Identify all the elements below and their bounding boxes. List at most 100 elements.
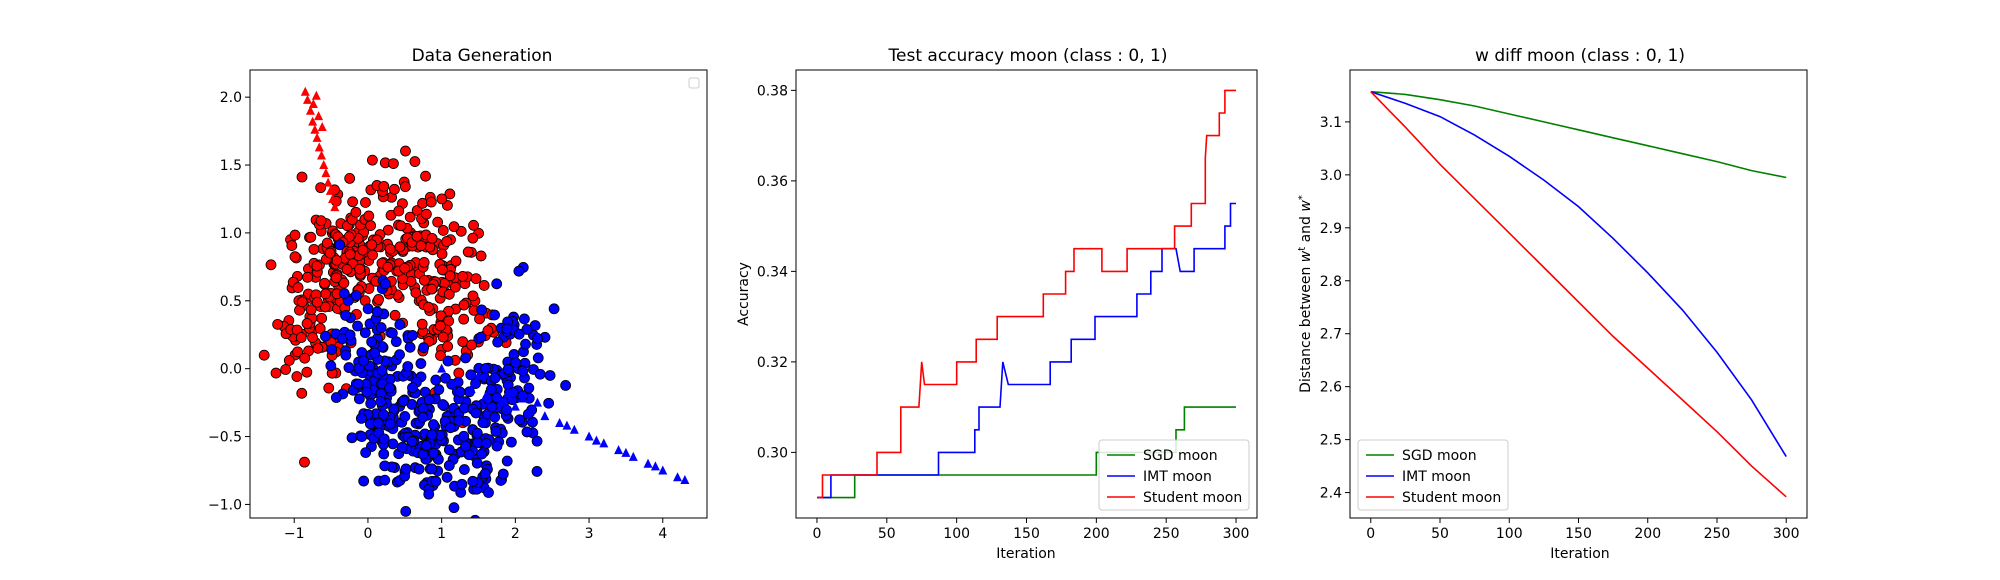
- scatter-point-red: [292, 282, 304, 293]
- scatter-point-blue: [358, 475, 370, 487]
- scatter-point-blue: [476, 304, 488, 316]
- scatter-triangle: [628, 451, 638, 461]
- scatter-point-red: [457, 271, 469, 282]
- scatter-point-red: [395, 220, 407, 232]
- x-tick-label: 50: [878, 526, 896, 542]
- scatter-point-blue: [376, 365, 388, 376]
- scatter-point-blue: [501, 455, 513, 467]
- y-tick-label: 0.32: [757, 355, 788, 371]
- scatter-point-red: [315, 182, 327, 194]
- scatter-point-red: [425, 196, 437, 208]
- scatter-triangle: [317, 122, 327, 132]
- scatter-point-red: [319, 301, 331, 313]
- scatter-point-blue: [456, 478, 468, 490]
- scatter-triangle: [312, 132, 322, 142]
- scatter-point-blue: [330, 392, 342, 403]
- scatter-point-red: [389, 309, 401, 321]
- scatter-point-blue: [489, 372, 501, 384]
- scatter-point-blue: [520, 338, 531, 350]
- x-tick-label: 150: [1565, 526, 1592, 542]
- scatter-point-blue: [544, 370, 556, 381]
- scatter-point-blue: [491, 392, 503, 404]
- scatter-triangle: [680, 474, 690, 484]
- scatter-point-blue: [365, 398, 377, 409]
- scatter-point-blue: [502, 363, 514, 375]
- series-line: [817, 202, 1236, 499]
- scatter-point-blue: [505, 436, 517, 448]
- scatter-point-red: [462, 246, 474, 258]
- scatter-point-red: [437, 225, 449, 236]
- axes-frame: [249, 69, 708, 519]
- scatter-point-red: [347, 196, 359, 208]
- scatter-triangle: [591, 435, 601, 445]
- scatter-point-blue: [417, 411, 429, 423]
- scatter-point-blue: [360, 447, 372, 459]
- scatter-point-blue: [352, 378, 364, 390]
- scatter-point-red: [443, 288, 455, 300]
- scatter-point-blue: [423, 488, 435, 500]
- scatter-point-red: [295, 332, 307, 343]
- scatter-point-blue: [454, 386, 466, 398]
- scatter-point-red: [324, 247, 336, 259]
- scatter-point-red: [419, 274, 430, 286]
- scatter-point-blue: [343, 362, 355, 373]
- scatter-point-red: [449, 281, 461, 293]
- scatter-point-blue: [428, 447, 440, 459]
- scatter-point-blue: [439, 372, 451, 384]
- scatter-point-red: [388, 158, 399, 170]
- scatter-point-red: [404, 211, 416, 223]
- scatter-point-blue: [378, 448, 390, 460]
- scatter-point-blue: [334, 239, 346, 251]
- scatter-triangle: [555, 417, 565, 427]
- scatter-point-red: [436, 248, 448, 260]
- scatter-point-red: [415, 240, 427, 252]
- scatter-point-blue: [480, 438, 492, 449]
- scatter-point-blue: [344, 329, 356, 341]
- x-axis: 0 50 100 150 200 250 300: [812, 518, 1249, 542]
- y-axis: 0.30 0.32 0.34 0.36 0.38: [757, 83, 796, 461]
- x-axis: 0 50 100 150 200 250 300: [1366, 518, 1800, 542]
- scatter-point-red: [367, 154, 378, 166]
- scatter-point-blue: [490, 426, 502, 437]
- scatter-point-red: [315, 215, 327, 227]
- scatter-point-blue: [398, 395, 409, 407]
- scatter-triangle: [314, 142, 324, 152]
- scatter-point-blue: [413, 463, 425, 475]
- scatter-point-blue: [399, 411, 411, 422]
- scatter-point-red: [341, 264, 353, 275]
- scatter-point-blue: [384, 418, 396, 430]
- scatter-triangle: [584, 431, 594, 441]
- scatter-point-blue: [428, 419, 439, 430]
- legend-box: [688, 77, 700, 89]
- y-tick-label: 0.38: [757, 83, 788, 99]
- scatter-point-red: [400, 145, 411, 157]
- panel-w-diff: w diff moon (class : 0, 1) 0 50 100 150 200 2…: [1297, 46, 1808, 562]
- scatter-point-blue: [361, 386, 373, 398]
- scatter-point-blue: [366, 336, 378, 348]
- scatter-point-blue: [350, 290, 362, 301]
- scatter-point-blue: [471, 457, 483, 469]
- plot-area: [1370, 90, 1787, 498]
- scatter-triangle: [518, 393, 528, 403]
- scatter-point-red: [350, 206, 362, 218]
- scatter-point-red: [366, 239, 378, 251]
- scatter-point-red: [289, 251, 301, 263]
- scatter-point-red: [382, 261, 394, 273]
- scatter-point-red: [258, 349, 270, 361]
- y-axis: −1.0 −0.5 0.0 0.5 1.0 1.5 2.0: [208, 90, 250, 513]
- scatter-point-blue: [501, 404, 513, 416]
- scatter-point-red: [265, 259, 277, 271]
- scatter-point-blue: [492, 336, 504, 348]
- scatter-point-blue: [430, 374, 442, 386]
- scatter-point-blue: [379, 474, 391, 486]
- scatter-point-blue: [433, 384, 445, 395]
- y-tick-label: 0.0: [220, 362, 242, 378]
- scatter-point-red: [426, 232, 438, 244]
- scatter-point-blue: [453, 415, 465, 426]
- scatter-point-red: [330, 272, 342, 284]
- scatter-point-blue: [418, 342, 429, 354]
- scatter-point-red: [360, 197, 371, 208]
- scatter-point-blue: [441, 471, 453, 483]
- scatter-point-blue: [369, 347, 381, 359]
